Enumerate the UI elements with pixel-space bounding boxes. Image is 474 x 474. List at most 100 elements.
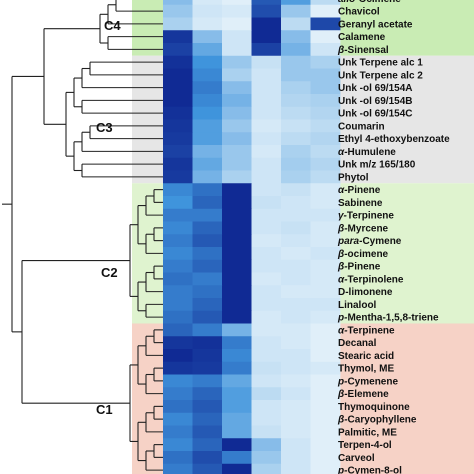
heatmap-cell (310, 285, 341, 299)
dendrogram (2, 0, 163, 471)
heatmap-cell (192, 183, 223, 197)
heatmap-cell (310, 438, 341, 452)
heatmap-cell (163, 451, 193, 465)
heatmap-cell (163, 349, 193, 363)
heatmap-cell (222, 221, 252, 235)
heatmap-cell (222, 196, 252, 210)
heatmap-cell (222, 361, 252, 375)
heatmap-cell (192, 17, 223, 31)
heatmap-cell (310, 119, 341, 133)
heatmap-cell (222, 298, 252, 312)
heatmap-cell (310, 374, 341, 388)
heatmap-cell (281, 234, 311, 248)
heatmap-cell (192, 425, 223, 439)
heatmap-cell (222, 412, 252, 426)
heatmap-cell (222, 234, 252, 248)
heatmap-cell (310, 68, 341, 82)
heatmap-cell (163, 234, 193, 248)
row-label: Unk -ol 69/154A (338, 83, 412, 94)
heatmap-cell (163, 400, 193, 414)
heatmap-cell (192, 247, 223, 261)
heatmap-cell (310, 196, 341, 210)
heatmap-cell (192, 145, 223, 159)
heatmap-cell (163, 323, 193, 337)
heatmap-cell (281, 374, 311, 388)
heatmap-cell (281, 208, 311, 222)
heatmap-cell (251, 196, 282, 210)
heatmap-cell (163, 247, 193, 261)
row-label: p-Cymenene (337, 376, 398, 387)
heatmap-cell (222, 310, 252, 324)
row-label: β-Sinensal (337, 45, 389, 56)
heatmap-cell (163, 106, 193, 120)
row-label: Unk Terpene alc 1 (338, 58, 423, 69)
heatmap-cell (310, 43, 341, 57)
heatmap-cell (192, 0, 223, 6)
heatmap-cell (251, 68, 282, 82)
heatmap-cell (192, 336, 223, 350)
heatmap-cell (281, 463, 311, 474)
heatmap-cell (192, 272, 223, 286)
heatmap-cells (163, 0, 341, 474)
heatmap-cell (192, 463, 223, 474)
heatmap-cell (310, 132, 341, 146)
heatmap-cell (310, 30, 341, 44)
heatmap-cell (281, 349, 311, 363)
row-label: β-Myrcene (337, 223, 389, 234)
heatmap-cell (163, 4, 193, 18)
row-label: allo-Ocimene (338, 0, 401, 5)
heatmap-cell (222, 145, 252, 159)
heatmap-cell (251, 285, 282, 299)
heatmap-cell (163, 94, 193, 108)
heatmap-cell (222, 132, 252, 146)
row-label: Palmitic, ME (338, 427, 397, 438)
heatmap-cell (251, 208, 282, 222)
heatmap-cell (310, 157, 341, 171)
heatmap-cell (163, 30, 193, 44)
heatmap-cell (192, 94, 223, 108)
heatmap-cell (222, 68, 252, 82)
heatmap-cell (163, 298, 193, 312)
heatmap-cell (192, 438, 223, 452)
heatmap-cell (192, 412, 223, 426)
heatmap-cell (281, 387, 311, 401)
heatmap-cell (310, 463, 341, 474)
heatmap-cell (310, 400, 341, 414)
heatmap-cell (192, 196, 223, 210)
heatmap-cell (222, 106, 252, 120)
heatmap-cell (251, 310, 282, 324)
row-label: Unk -ol 69/154B (338, 96, 412, 107)
heatmap-cell (251, 170, 282, 184)
heatmap-cell (251, 412, 282, 426)
heatmap-cell (163, 463, 193, 474)
heatmap-cell (192, 259, 223, 273)
heatmap-cell (310, 361, 341, 375)
heatmap-cell (192, 349, 223, 363)
heatmap-cell (310, 4, 341, 18)
heatmap-cell (281, 361, 311, 375)
heatmap-cell (192, 157, 223, 171)
heatmap-cell (192, 68, 223, 82)
heatmap-cell (281, 451, 311, 465)
row-label: D-limonene (338, 287, 393, 298)
heatmap-cell (251, 221, 282, 235)
heatmap-cell (310, 94, 341, 108)
heatmap-cell (163, 196, 193, 210)
heatmap-cell (281, 196, 311, 210)
heatmap-cell (222, 183, 252, 197)
heatmap-cell (222, 170, 252, 184)
heatmap-cell (281, 323, 311, 337)
heatmap-cell (310, 170, 341, 184)
heatmap-cell (192, 81, 223, 95)
row-label: Carveol (338, 453, 375, 464)
heatmap-cell (222, 400, 252, 414)
heatmap-cell (163, 438, 193, 452)
heatmap-cell (222, 157, 252, 171)
heatmap-cell (251, 106, 282, 120)
heatmap-cell (251, 17, 282, 31)
heatmap-cell (192, 4, 223, 18)
heatmap-cell (310, 272, 341, 286)
heatmap-cell (163, 336, 193, 350)
heatmap-cell (310, 106, 341, 120)
